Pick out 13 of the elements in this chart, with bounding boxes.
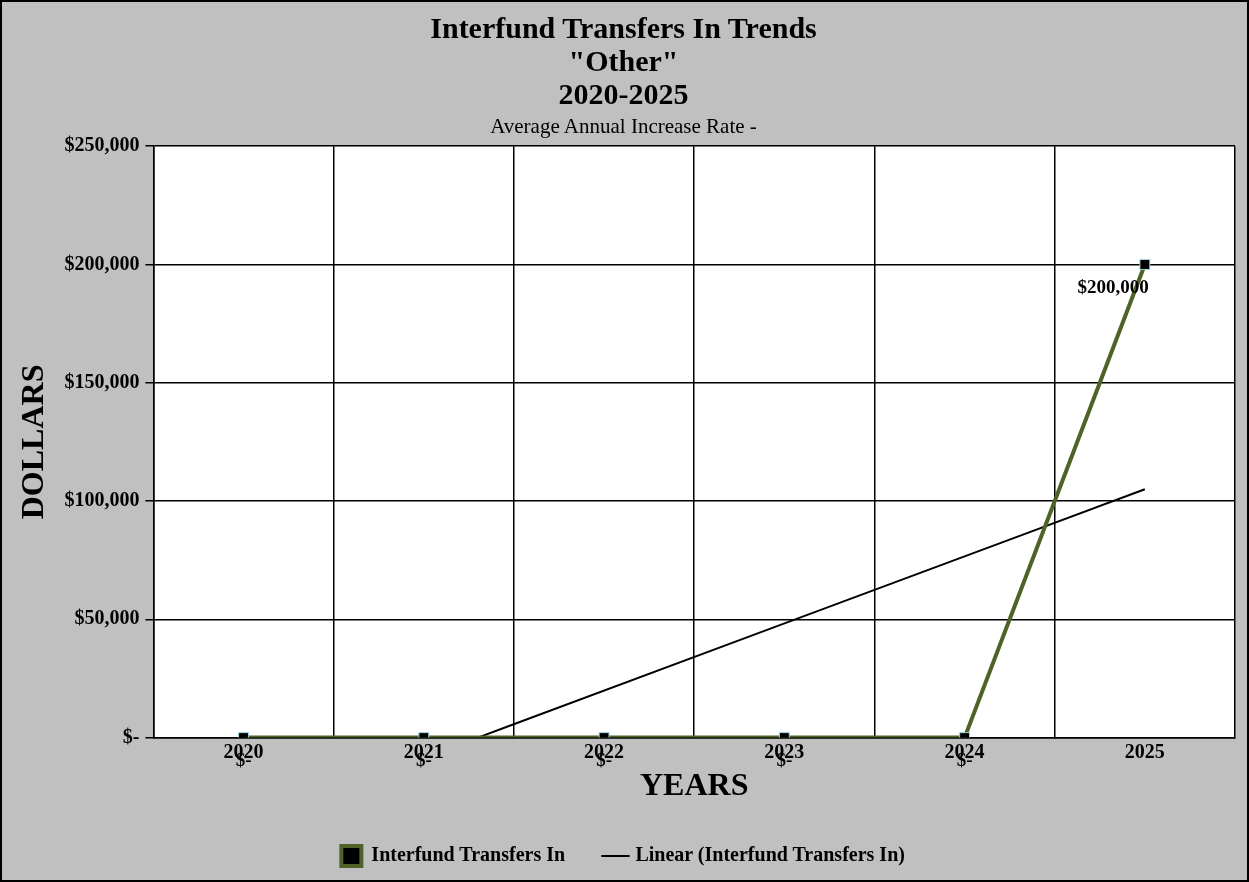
legend-label: Interfund Transfers In — [371, 843, 566, 866]
y-tick-label: $200,000 — [64, 251, 140, 274]
legend-label: Linear (Interfund Transfers In) — [635, 843, 905, 867]
y-tick-label: $- — [122, 724, 140, 747]
chart-title: Interfund Transfers In Trends "Other" 2020-2025 — [430, 11, 817, 111]
x-axis-title: YEARS — [639, 766, 749, 803]
x-tick-label: 2025 — [1124, 739, 1165, 762]
y-axis-title: DOLLARS — [14, 364, 51, 520]
y-tick-label: $100,000 — [64, 488, 140, 511]
y-tick-label: $150,000 — [64, 369, 140, 392]
y-tick-label: $250,000 — [64, 133, 140, 156]
y-tick-label: $50,000 — [74, 606, 140, 629]
chart-subtitle: Average Annual Increase Rate - — [490, 114, 757, 139]
